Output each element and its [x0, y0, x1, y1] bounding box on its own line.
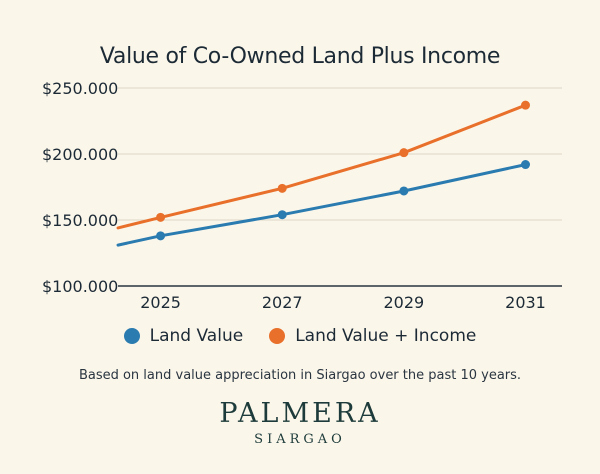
chart-title: Value of Co-Owned Land Plus Income: [99, 44, 501, 69]
y-tick-label: $200.000: [42, 145, 118, 164]
line-chart: $100.000$150.000$200.000$250.000 2025 202…: [42, 79, 562, 312]
y-tick-label: $250.000: [42, 79, 118, 98]
data-point: [277, 210, 287, 220]
x-tick-label: 2031: [505, 293, 546, 312]
legend-item-land-value: Land Value: [123, 326, 244, 346]
legend: Land Value Land Value + Income: [0, 326, 600, 346]
y-axis: $100.000 $150.000 $200.000 $250.000: [42, 79, 118, 296]
data-point: [399, 186, 409, 196]
data-point: [521, 100, 531, 110]
x-tick-label: 2027: [262, 293, 303, 312]
series-line-land-value-income: [116, 103, 527, 230]
legend-item-land-value-income: Land Value + Income: [269, 326, 476, 346]
y-tick-label: $150.000: [42, 211, 118, 230]
data-point: [521, 160, 531, 170]
legend-label-land-value-income: Land Value + Income: [295, 326, 477, 346]
x-tick-label: 2025: [140, 293, 181, 312]
legend-label-land-value: Land Value: [149, 326, 244, 346]
footnote: Based on land value appreciation in Siar…: [78, 368, 522, 383]
series: [116, 100, 531, 247]
legend-marker-land-value: [123, 328, 140, 344]
brand-logo: PALMERA: [219, 398, 381, 429]
x-axis: 2025 2027 2029 2031: [118, 285, 562, 312]
data-point: [399, 148, 409, 158]
data-point: [156, 231, 166, 241]
data-point: [277, 183, 287, 193]
legend-marker-land-value-income: [269, 328, 286, 344]
brand-location: SIARGAO: [254, 432, 346, 447]
x-tick-label: 2029: [384, 293, 425, 312]
y-tick-label: $100.000: [42, 277, 118, 296]
data-point: [156, 212, 166, 222]
grid-lines: [118, 87, 562, 221]
